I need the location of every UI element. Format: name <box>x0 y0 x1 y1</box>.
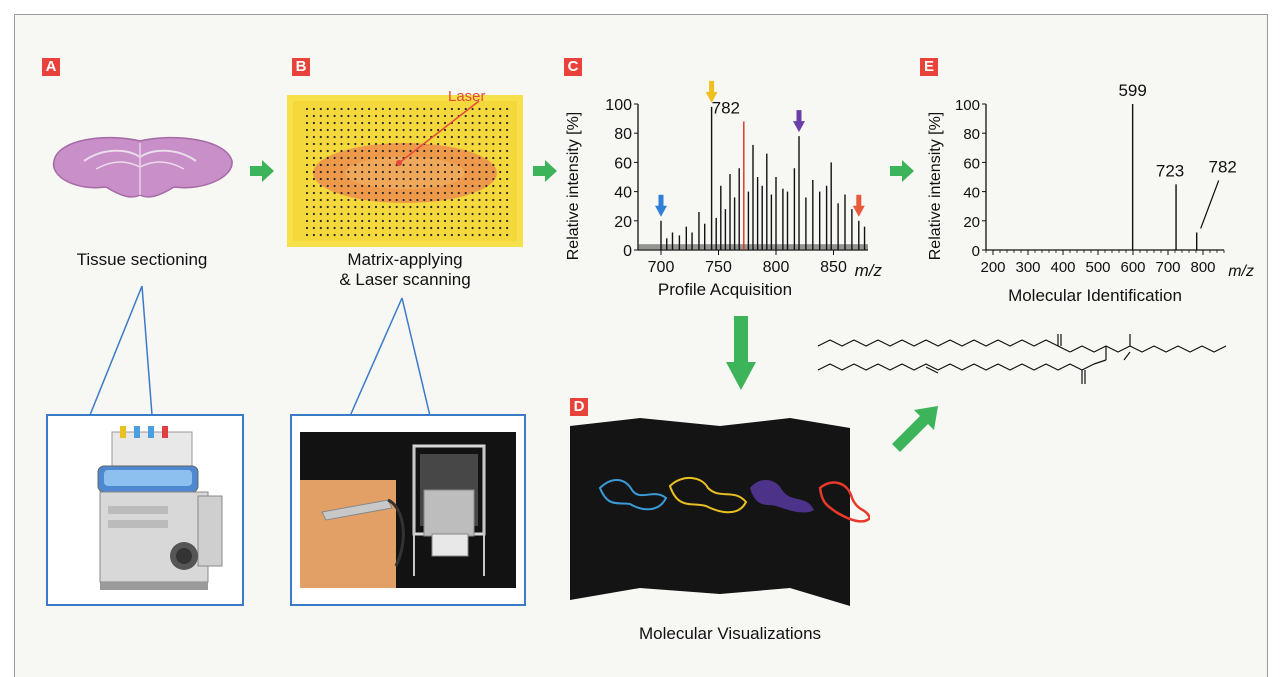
panel-c-badge: C <box>564 58 582 76</box>
profile-acquisition-caption: Profile Acquisition <box>657 280 793 299</box>
cryostat-image <box>97 426 223 590</box>
airbrush-image <box>300 432 516 588</box>
arrow-c-to-e <box>890 160 914 182</box>
chart-c-marker-arrow <box>852 194 865 217</box>
chart-c-y-tick-label: 20 <box>614 214 632 231</box>
chart-e-ylabel: Relative intensity [%] <box>927 112 944 261</box>
chart-c-x-tick-label: 850 <box>820 259 847 276</box>
chart-c-x-tick-label: 700 <box>648 259 675 276</box>
matrix-applying-caption-line2: & Laser scanning <box>339 270 471 289</box>
panel-a-badge: A <box>42 58 60 76</box>
callout-lines-b <box>349 297 431 417</box>
chart-e-y-tick-label: 80 <box>963 126 980 143</box>
lipid-structure <box>817 334 1227 384</box>
chart-c-marker-arrow <box>705 80 718 103</box>
chart-c-xlabel: m/z <box>855 261 883 280</box>
chart-e-y-tick-label: 60 <box>963 155 980 172</box>
chart-c-x-tick-label: 800 <box>763 259 790 276</box>
chart-e-y-tick-label: 100 <box>955 97 980 114</box>
chart-e-x-tick-label: 400 <box>1050 259 1075 276</box>
panel-d-badge: D <box>570 398 588 416</box>
arrow-a-to-b <box>250 160 274 182</box>
chart-e-x-tick-label: 600 <box>1120 259 1145 276</box>
chart-e-x-tick-label: 500 <box>1085 259 1110 276</box>
spectrum-chart-e: Relative intensity [%] m/z 0 20 40 60 80 100 2… <box>927 81 1254 280</box>
molecular-identification-caption: Molecular Identification <box>1008 286 1182 305</box>
tissue-sectioning-caption: Tissue sectioning <box>76 250 208 269</box>
cryostat-photo-box <box>46 414 244 606</box>
laser-spot-grid <box>305 107 509 237</box>
callout-lines-a <box>89 285 153 416</box>
chart-c-y-tick-label: 60 <box>614 155 632 172</box>
arrow-c-to-d <box>726 316 756 390</box>
molecular-visualizations-caption: Molecular Visualizations <box>638 624 822 643</box>
chart-e-peak-label-leader <box>1200 180 1220 229</box>
brain-section-image <box>52 136 233 198</box>
spectrum-chart-c: Relative intensity [%] m/z 0 20 40 60 80 100 7… <box>565 80 883 280</box>
chart-e-x-tick-label: 300 <box>1015 259 1040 276</box>
chart-e-x-tick-label: 200 <box>980 259 1005 276</box>
arrow-b-to-c <box>533 160 557 182</box>
chart-e-x-tick-label: 700 <box>1155 259 1180 276</box>
matrix-applying-caption-line1: Matrix-applying <box>347 250 463 269</box>
matrix-slide-image <box>287 95 523 247</box>
chart-c-marker-arrow <box>655 194 667 217</box>
matrix-applying-caption: Matrix-applying & Laser scanning <box>287 250 523 290</box>
chart-e-y-tick-label: 20 <box>963 214 980 231</box>
chart-e-peak-label: 599 <box>1118 81 1146 100</box>
panel-b-badge: B <box>292 58 310 76</box>
arrow-d-to-structure <box>892 406 938 452</box>
airbrush-photo-box <box>290 414 526 606</box>
chart-c-marker-arrow <box>793 110 805 133</box>
visualization-stack <box>570 418 870 606</box>
chart-e-xlabel: m/z <box>1228 263 1254 280</box>
chart-c-peak-label: 782 <box>712 99 740 118</box>
chart-e-x-tick-label: 800 <box>1190 259 1215 276</box>
chart-c-y-tick-label: 100 <box>605 97 632 114</box>
chart-e-peak-label: 782 <box>1209 157 1237 176</box>
chart-c-y-tick-label: 0 <box>623 243 632 260</box>
chart-c-y-tick-label: 80 <box>614 126 632 143</box>
chart-c-ylabel: Relative intensity [%] <box>565 112 582 261</box>
chart-c-y-tick-label: 40 <box>614 185 632 202</box>
chart-c-x-tick-label: 750 <box>705 259 732 276</box>
chart-e-peak-label: 723 <box>1156 161 1184 180</box>
laser-label: Laser <box>448 88 486 105</box>
chart-e-y-tick-label: 40 <box>963 185 980 202</box>
chart-e-y-tick-label: 0 <box>972 243 980 260</box>
panel-e-badge: E <box>920 58 938 76</box>
